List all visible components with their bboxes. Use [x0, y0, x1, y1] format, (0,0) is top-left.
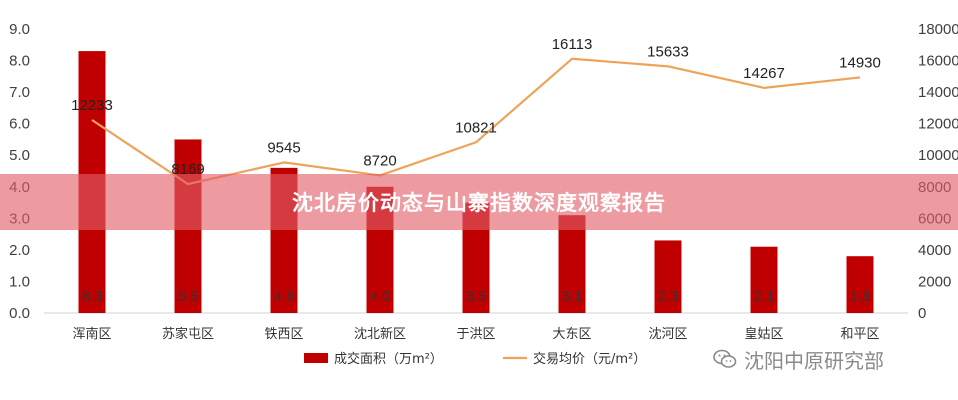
y-right-tick-label: 18000 — [918, 21, 958, 38]
bar-value-label: 4.0 — [370, 288, 391, 305]
bar — [558, 215, 586, 313]
x-category-label: 于洪区 — [456, 327, 495, 342]
bar-value-label: 3.5 — [466, 288, 487, 305]
x-category-label: 大东区 — [552, 327, 591, 342]
y-left-tick-label: 5.0 — [9, 147, 30, 164]
y-left-tick-label: 6.0 — [9, 116, 30, 133]
y-left-tick-label: 9.0 — [9, 21, 30, 38]
y-right-tick-label: 10000 — [918, 147, 958, 164]
wechat-icon — [713, 349, 737, 368]
watermark: 沈阳中原研究部 — [712, 344, 884, 374]
x-category-label: 苏家屯区 — [162, 326, 214, 342]
y-left-tick-label: 8.0 — [9, 53, 30, 70]
title-banner: 沈北房价动态与山寨指数深度观察报告 — [0, 174, 958, 230]
y-right-tick-label: 2000 — [918, 273, 951, 290]
x-category-label: 皇姑区 — [744, 327, 783, 342]
line-value-label: 10821 — [455, 119, 497, 136]
bar-value-label: 3.1 — [562, 288, 583, 305]
y-left-tick-label: 1.0 — [9, 273, 30, 290]
line-value-label: 9545 — [267, 139, 300, 156]
y-right-tick-label: 14000 — [918, 84, 958, 101]
legend-bar-label: 成交面积（万m²） — [334, 351, 443, 367]
bar — [750, 246, 778, 313]
bar — [654, 240, 682, 313]
bar-value-label: 2.3 — [658, 288, 679, 305]
bar-value-label: 8.3 — [82, 288, 103, 305]
line-value-label: 8169 — [171, 161, 204, 178]
x-category-label: 和平区 — [840, 327, 879, 342]
line-value-label: 16113 — [552, 36, 593, 53]
legend-line-label: 交易均价（元/m²） — [533, 351, 646, 367]
report-title: 沈北房价动态与山寨指数深度观察报告 — [292, 191, 666, 215]
y-left-tick-label: 0.0 — [9, 305, 30, 322]
x-category-label: 浑南区 — [72, 326, 111, 342]
y-right-tick-label: 4000 — [918, 242, 951, 259]
y-left-tick-label: 7.0 — [9, 84, 30, 101]
bar-value-label: 1.8 — [850, 288, 871, 305]
line-value-label: 14267 — [743, 65, 785, 82]
x-category-label: 铁西区 — [264, 327, 303, 342]
line-value-label: 12233 — [71, 97, 113, 114]
x-category-label: 沈北新区 — [354, 326, 406, 342]
line-value-label: 14930 — [839, 54, 881, 71]
line-value-label: 15633 — [647, 43, 689, 60]
legend-bar-swatch — [304, 353, 328, 363]
y-left-tick-label: 2.0 — [9, 242, 30, 259]
bar-value-label: 2.1 — [754, 288, 775, 305]
bar-value-label: 4.6 — [274, 288, 295, 305]
bar — [846, 256, 874, 313]
x-category-label: 沈河区 — [648, 327, 687, 342]
y-right-tick-label: 16000 — [918, 53, 958, 70]
watermark-text: 沈阳中原研究部 — [744, 348, 884, 373]
y-right-tick-label: 0 — [918, 305, 926, 322]
bar-value-label: 5.5 — [178, 288, 199, 305]
line-value-label: 8720 — [363, 152, 396, 169]
y-right-tick-label: 12000 — [918, 116, 958, 133]
